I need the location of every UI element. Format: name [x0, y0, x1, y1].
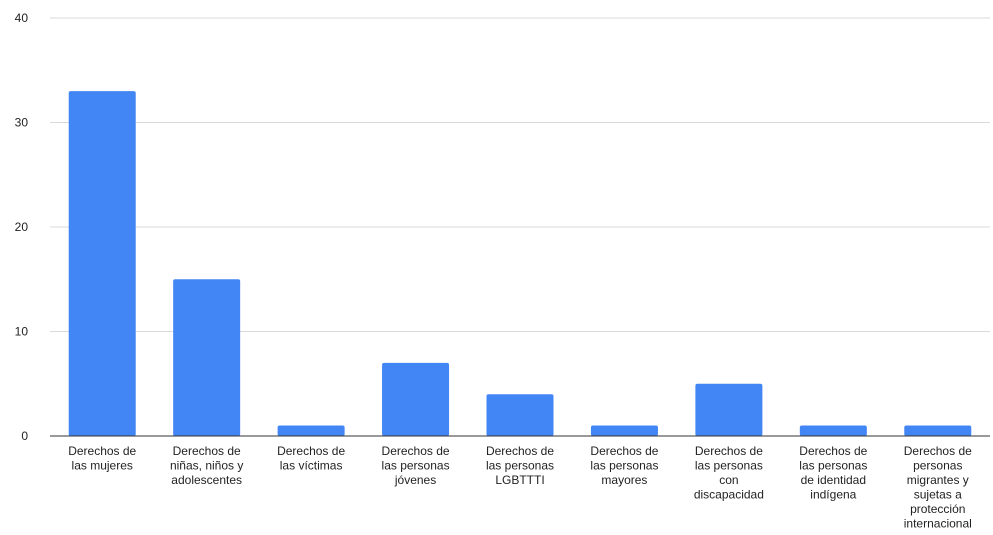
bar-9 — [904, 425, 972, 436]
x-category-label: Derechos de las personas LGBTTTI — [486, 444, 554, 487]
y-tick-label: 30 — [15, 116, 29, 130]
bars — [68, 91, 972, 437]
bar-2 — [173, 279, 241, 436]
x-category-label: Derechos de las personas mayores — [590, 444, 658, 487]
x-category-label: Derechos de las personas de identidad indíg… — [799, 444, 867, 502]
bar-5 — [486, 394, 554, 436]
x-axis-category-labels: Derechos de las mujeres Derechos de niñas, … — [68, 444, 972, 531]
bar-7 — [695, 383, 763, 436]
bar-8 — [799, 425, 867, 436]
y-tick-label: 20 — [15, 220, 29, 234]
x-category-label: Derechos de las víctimas — [277, 444, 345, 473]
y-axis-tick-labels: 0 10 20 30 40 — [15, 11, 29, 443]
y-tick-label: 40 — [15, 11, 29, 25]
x-category-label: Derechos de niñas, niños y adolescentes — [170, 444, 243, 487]
x-category-label: Derechos de las personas jóvenes — [382, 444, 450, 487]
x-category-label: Derechos de las personas con discapacidad — [694, 444, 764, 502]
y-tick-label: 10 — [15, 325, 29, 339]
bar-3 — [277, 425, 345, 436]
gridlines — [50, 17, 990, 332]
y-tick-label: 0 — [21, 429, 28, 443]
bar-1 — [68, 91, 136, 437]
bar-4 — [382, 362, 450, 436]
x-category-label: Derechos de las mujeres — [68, 444, 136, 473]
bar-6 — [590, 425, 658, 436]
